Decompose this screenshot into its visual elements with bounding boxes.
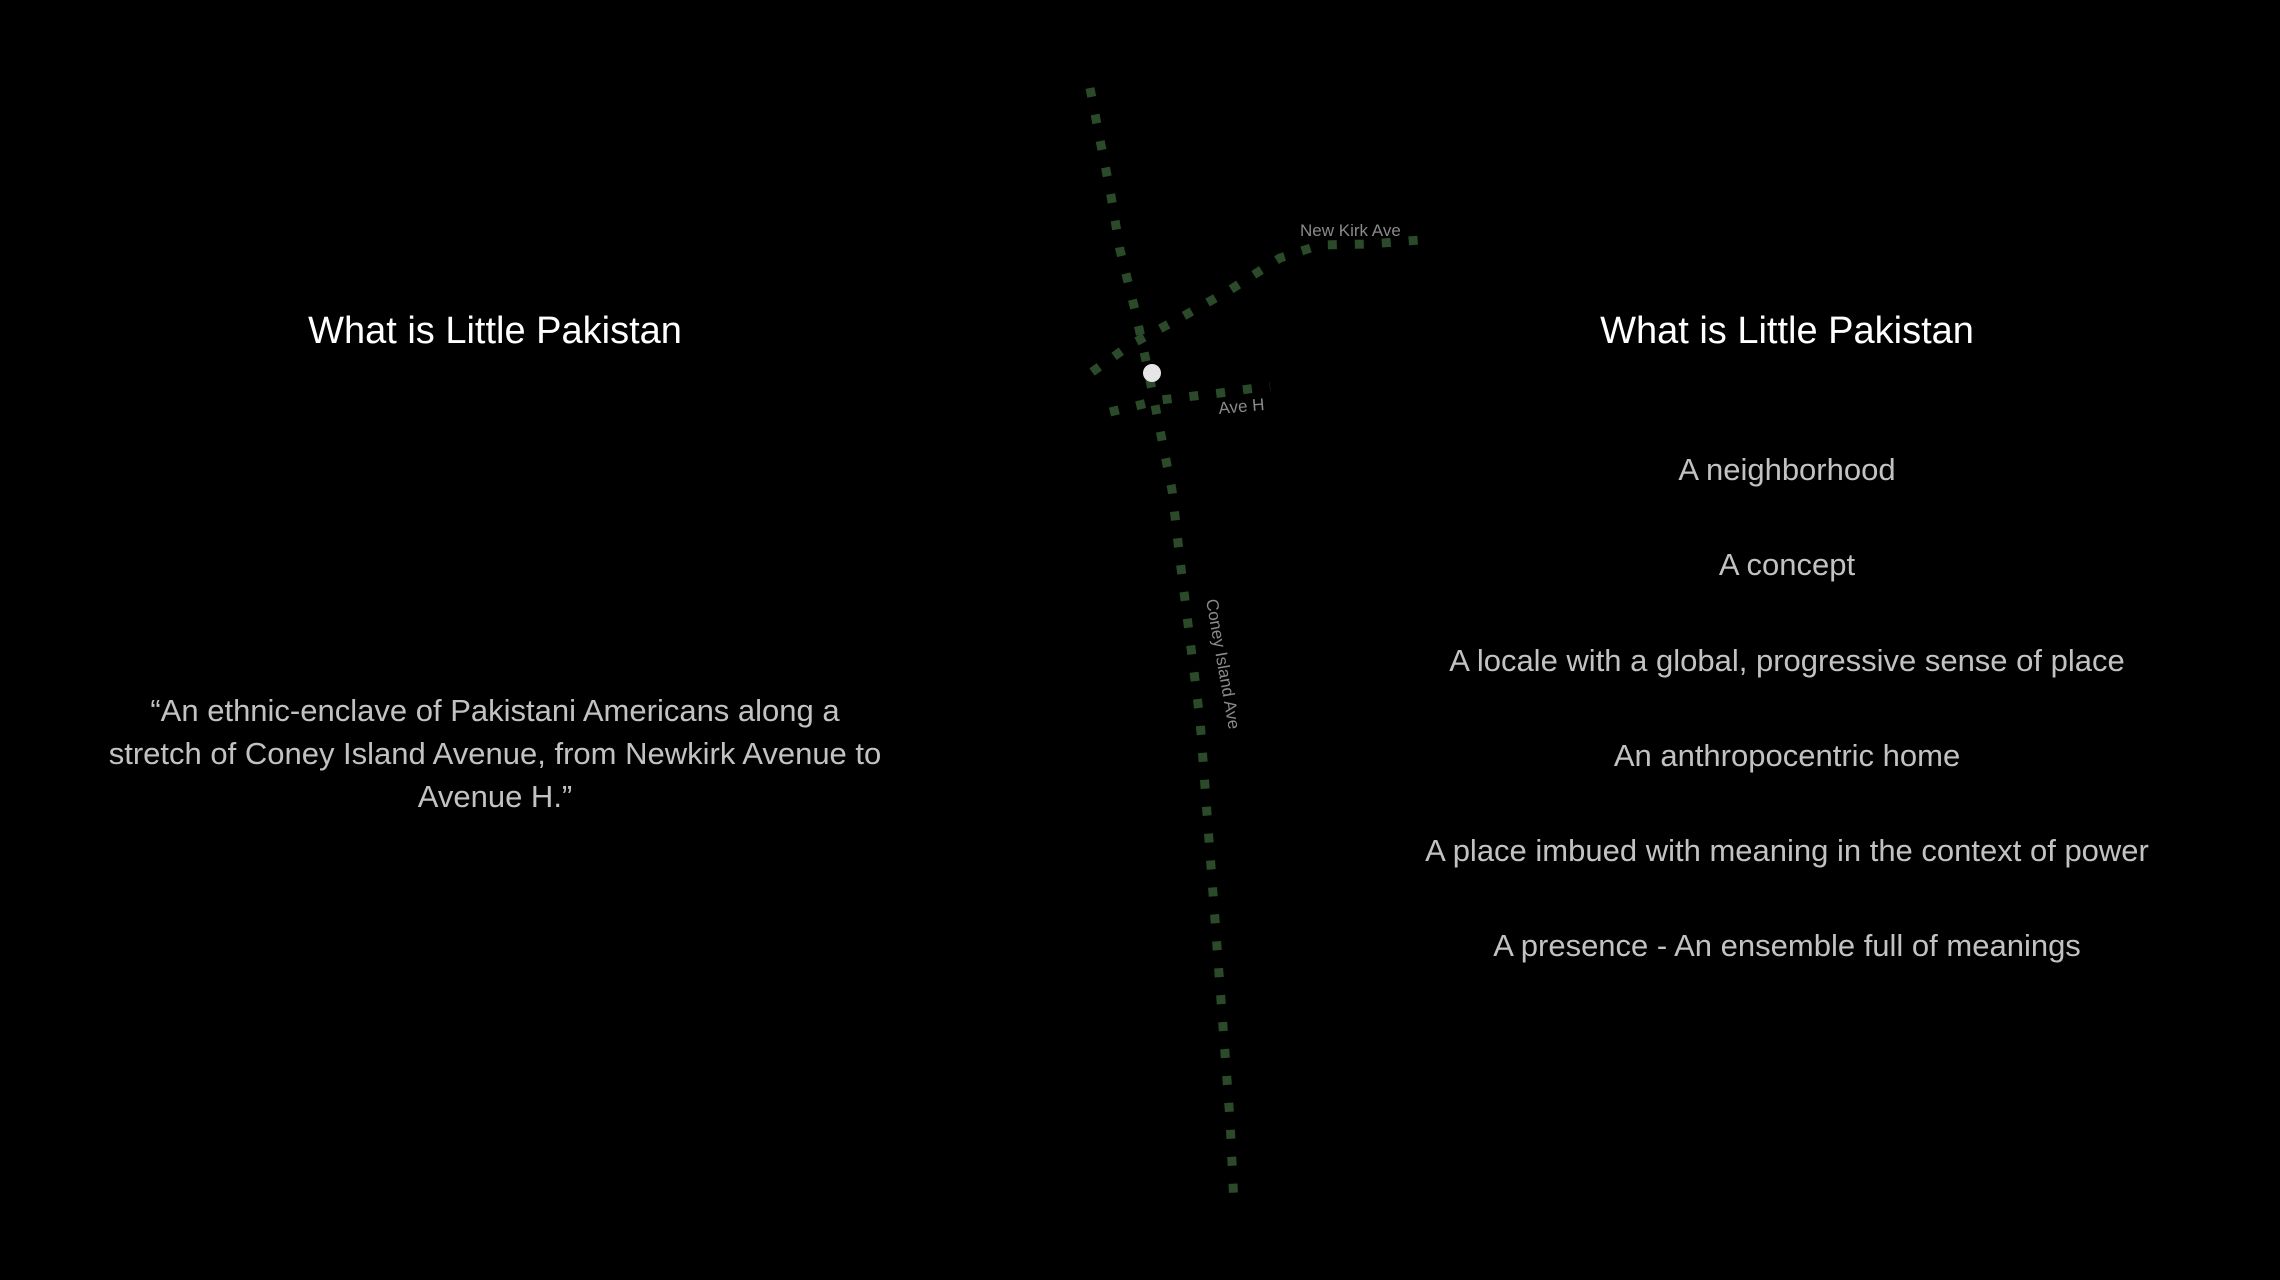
coney-island-ave-label: Coney Island Ave bbox=[1202, 597, 1244, 730]
definition-item: A locale with a global, progressive sens… bbox=[1449, 643, 2125, 678]
right-title: What is Little Pakistan bbox=[1600, 310, 1974, 352]
newkirk-ave-street bbox=[1089, 235, 1421, 376]
definition-item: A neighborhood bbox=[1678, 452, 1896, 487]
ave-h-label: Ave H bbox=[1218, 395, 1265, 418]
definition-quote: “An ethnic-enclave of Pakistani American… bbox=[108, 693, 882, 814]
coney-island-ave-street bbox=[1085, 87, 1239, 1206]
definition-item: A concept bbox=[1718, 547, 1856, 582]
definition-item: An anthropocentric home bbox=[1613, 738, 1961, 773]
ave-h-street bbox=[1108, 381, 1271, 417]
definition-item: A place imbued with meaning in the conte… bbox=[1425, 833, 2149, 868]
newkirk-ave-label: New Kirk Ave bbox=[1300, 221, 1401, 240]
left-title: What is Little Pakistan bbox=[308, 310, 682, 352]
location-dot-icon bbox=[1143, 364, 1161, 382]
definition-item: A presence - An ensemble full of meaning… bbox=[1493, 928, 2081, 963]
